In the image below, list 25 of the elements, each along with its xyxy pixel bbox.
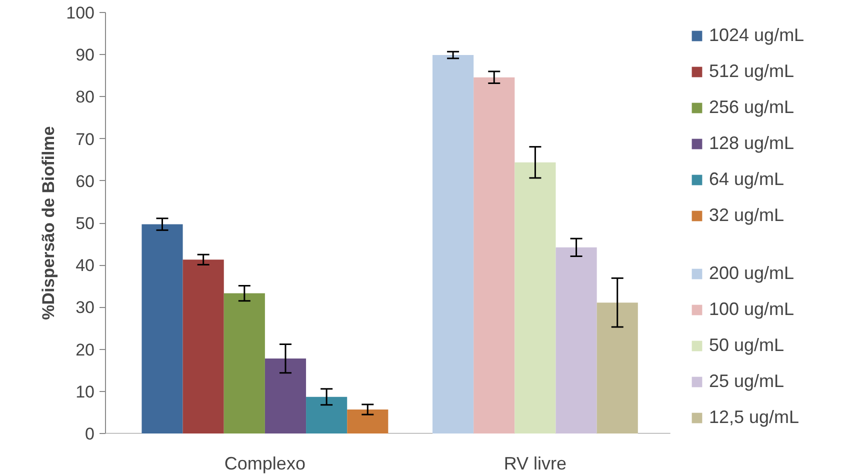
- y-tick-label: 40: [76, 256, 95, 276]
- y-tick-label: 60: [76, 172, 95, 191]
- legend-label: 12,5 ug/mL: [709, 406, 800, 429]
- x-tick-label: Complexo: [224, 454, 306, 474]
- legend-label: 256 ug/mL: [709, 96, 794, 119]
- legend-label: 25 ug/mL: [709, 370, 784, 393]
- y-tick-label: 70: [76, 130, 95, 149]
- legend-label: 100 ug/mL: [709, 298, 794, 321]
- y-tick-label: 10: [76, 382, 95, 402]
- y-tick-label: 80: [76, 88, 95, 107]
- legend-label: 512 ug/mL: [709, 60, 794, 83]
- legend-label: 1024 ug/mL: [709, 24, 804, 47]
- y-tick-label: 30: [76, 298, 95, 318]
- y-axis-title: %Dispersão de Biofilme: [39, 126, 58, 320]
- y-tick-label: 50: [76, 214, 95, 233]
- legend-label: 64 ug/mL: [709, 168, 784, 191]
- y-tick-label: 100: [66, 4, 95, 22]
- legend-label: 128 ug/mL: [709, 132, 794, 155]
- legend-label: 200 ug/mL: [709, 262, 794, 285]
- y-tick-label: 0: [85, 424, 95, 444]
- legend-label: 50 ug/mL: [709, 334, 784, 357]
- y-tick-label: 20: [76, 340, 95, 360]
- y-tick-label: 90: [76, 46, 95, 65]
- legend-label: 32 ug/mL: [709, 204, 784, 227]
- x-tick-label: RV livre: [504, 454, 567, 474]
